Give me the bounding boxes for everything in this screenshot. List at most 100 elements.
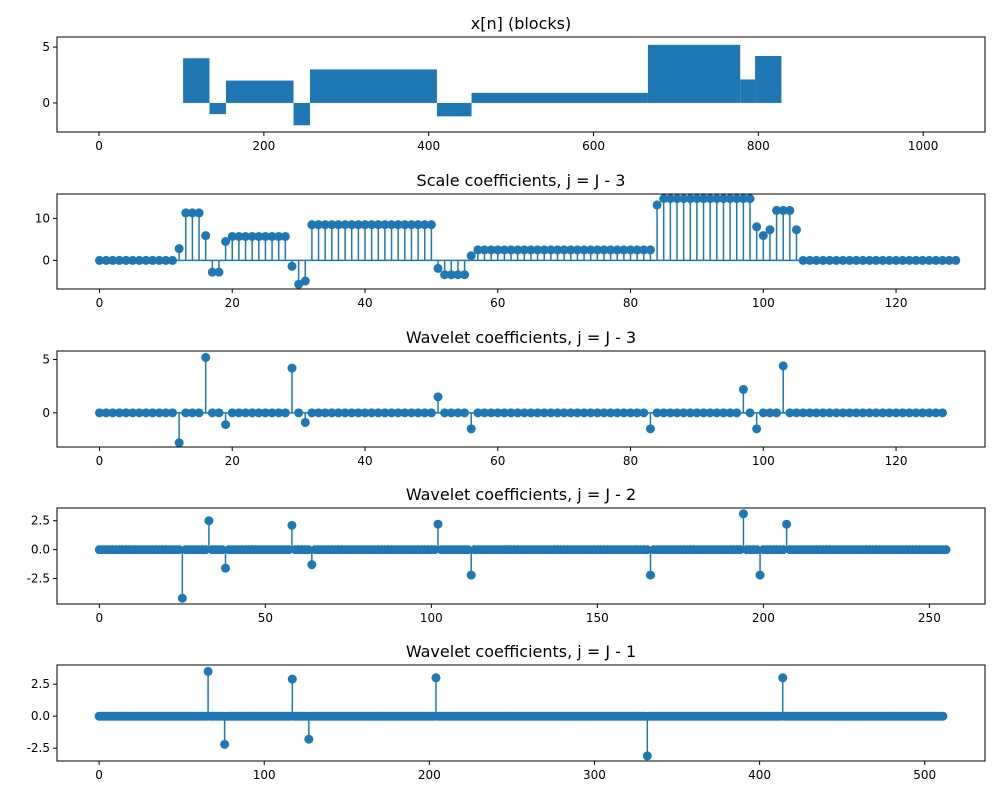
stem-marker (440, 270, 450, 280)
stem-marker (294, 279, 304, 289)
plot-area (94, 194, 961, 289)
stem-marker (599, 245, 609, 255)
stem-marker (579, 245, 589, 255)
stem-marker (284, 545, 294, 555)
stem-marker (340, 408, 350, 418)
stem-marker (148, 255, 158, 265)
stem-marker (626, 245, 636, 255)
stem-marker (533, 408, 543, 418)
stem-marker (440, 408, 450, 418)
plot-area (94, 666, 948, 761)
stem-marker (446, 408, 456, 418)
stem-marker (134, 255, 144, 265)
plot-area (183, 44, 782, 126)
stem-marker (426, 408, 436, 418)
stem-marker (154, 255, 164, 265)
stem-marker (360, 408, 370, 418)
block-bar (209, 102, 226, 115)
stem-marker (234, 408, 244, 418)
stem-marker (765, 225, 775, 235)
stem-marker (553, 408, 563, 418)
stem-marker (911, 255, 921, 265)
stem-marker (798, 255, 808, 265)
stem-marker (181, 208, 191, 218)
axes-frame (56, 350, 986, 448)
stem-marker (745, 408, 755, 418)
stem-marker (463, 545, 473, 555)
stem-marker (333, 220, 343, 230)
x-tick-label: 0 (95, 768, 103, 782)
stem-marker (413, 408, 423, 418)
stem-marker (174, 438, 184, 447)
stem-marker (430, 545, 440, 555)
stem-marker (287, 520, 297, 530)
stem-marker (791, 225, 801, 235)
x-tick-label: 60 (490, 454, 505, 468)
stem-marker (393, 408, 403, 418)
stem-marker (181, 408, 191, 418)
stem-marker (168, 408, 178, 418)
stem-marker (320, 408, 330, 418)
stem-marker (227, 231, 237, 241)
stem-marker (486, 408, 496, 418)
stem-marker (679, 194, 689, 204)
stem-marker (891, 255, 901, 265)
stem-marker (791, 408, 801, 418)
stem-marker (951, 255, 961, 265)
stem-marker (685, 194, 695, 204)
stem-marker (108, 255, 118, 265)
stem-marker (778, 673, 788, 683)
stem-marker (134, 408, 144, 418)
block-bar (755, 56, 782, 103)
stem-marker (592, 408, 602, 418)
x-tick-label: 120 (885, 454, 908, 468)
x-tick-label: 20 (225, 454, 240, 468)
stem-marker (380, 408, 390, 418)
stem-marker (606, 408, 616, 418)
stem-marker (367, 220, 377, 230)
x-tick-label: 200 (752, 611, 775, 625)
chart-title: Wavelet coefficients, j = J - 2 (406, 485, 636, 504)
stem-marker (858, 408, 868, 418)
stem-marker (772, 205, 782, 215)
stem-marker (782, 519, 792, 529)
stem-marker (187, 408, 197, 418)
stem-marker (672, 408, 682, 418)
stem-marker (446, 270, 456, 280)
x-tick-label: 40 (357, 454, 372, 468)
stem-marker (431, 673, 441, 683)
panel-x-blocks: x[n] (blocks) 0 200 400 600 800 1000 0 5 (42, 14, 986, 153)
stem-marker (479, 245, 489, 255)
stem-marker (466, 570, 476, 580)
stem-marker (433, 392, 443, 402)
stem-marker (499, 408, 509, 418)
stem-marker (387, 220, 397, 230)
stem-marker (738, 509, 748, 519)
stem-marker (831, 255, 841, 265)
stem-marker (274, 408, 284, 418)
stem-marker (825, 255, 835, 265)
stem-marker (320, 220, 330, 230)
block-bar (310, 69, 437, 103)
stem-marker (380, 220, 390, 230)
stem-marker (466, 251, 476, 261)
stem-marker (665, 408, 675, 418)
stem-marker (387, 408, 397, 418)
stem-marker (101, 408, 111, 418)
stem-marker (778, 361, 788, 371)
x-tick-label: 50 (258, 611, 273, 625)
stem-marker (546, 245, 556, 255)
x-tick-label: 600 (582, 139, 605, 153)
plot-area (94, 509, 951, 603)
stem-marker (579, 408, 589, 418)
stem-marker (519, 245, 529, 255)
stem-marker (217, 545, 227, 555)
stem-marker (406, 408, 416, 418)
stem-marker (586, 408, 596, 418)
stem-marker (612, 245, 622, 255)
stem-marker (938, 255, 948, 265)
stem-marker (307, 220, 317, 230)
stem-marker (466, 424, 476, 434)
stem-marker (755, 570, 765, 580)
stem-marker (426, 220, 436, 230)
